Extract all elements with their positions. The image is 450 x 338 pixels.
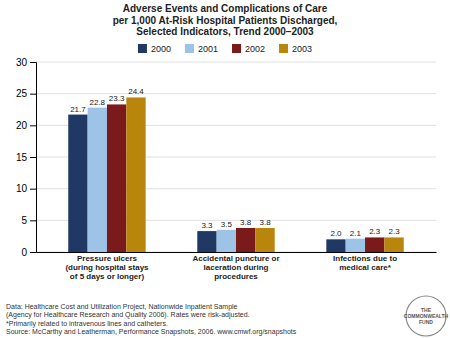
legend-label: 2002 [245,44,265,54]
data-label: 3.3 [201,221,213,230]
data-label: 3.5 [221,220,233,229]
title: Adverse Events and Complications of Care… [113,3,338,37]
tick-label: 0 [21,247,27,258]
bars [68,97,403,252]
tick-label: Pressure ulcers(during hospital staysof … [65,254,149,281]
footnote-line: (Agency for Healthcare Research and Qual… [6,311,250,319]
legend-swatch [138,44,147,53]
tick: 15 [16,152,36,163]
tick-mark [30,252,36,253]
legend-label: 2001 [198,44,218,54]
tick-mark [30,157,36,158]
grid-line [36,93,436,94]
data-label: 23.3 [109,94,125,103]
data-label: 2.3 [389,227,401,236]
bar [346,239,365,252]
tick-label: 25 [16,88,28,99]
tick-mark [30,220,36,221]
bar [126,97,145,252]
tick-label: 10 [16,183,28,194]
data-label: 2.3 [369,227,381,236]
bar [68,115,87,252]
logo-text: THECOMMONWEALTHFUND [404,307,449,325]
tick-mark [30,189,36,190]
legend-label: 2000 [151,44,171,54]
series [126,97,403,252]
bar [88,108,107,252]
legend: 2000 2001 2002 2003 [138,44,312,54]
plot: 21.7 3.3 2.0 22.8 3.5 2.1 23.3 3.8 2.3 24.4 3.8 2.3… [16,57,437,281]
legend-swatch [232,44,241,53]
data-label: 3.8 [259,218,271,227]
bar [217,230,236,252]
tick: Accidental puncture orlaceration duringp… [192,252,279,281]
bar [326,239,345,252]
bar [255,228,274,252]
legend-item: 2003 [279,44,312,54]
legend-swatch [185,44,194,53]
bar [197,231,216,252]
legend-item: 2000 [138,44,171,54]
tick-label: Infections due tomedical care* [333,254,397,272]
tick: 25 [16,88,36,99]
footnote: Data: Healthcare Cost and Utilization Pr… [6,303,297,337]
legend-swatch [279,44,288,53]
chart: Adverse Events and Complications of Care… [0,0,450,338]
grid-line [36,62,436,63]
axis-line [30,63,37,253]
legend-item: 2002 [232,44,265,54]
series [107,104,384,252]
bar [107,104,126,252]
x-axis: Pressure ulcers(during hospital staysof … [37,252,437,281]
footnote-line: *Primarily related to intravenous lines … [6,320,168,328]
data-label: 3.8 [240,218,252,227]
data-labels: 21.7 3.3 2.0 22.8 3.5 2.1 23.3 3.8 2.3 24.4 3.8 2.3 [70,87,400,238]
tick: Infections due tomedical care* [333,252,397,272]
tick-label: 15 [16,152,28,163]
tick-mark [30,62,36,63]
tick-label: Accidental puncture orlaceration duringp… [192,254,279,281]
tick: Pressure ulcers(during hospital staysof … [65,252,149,281]
data-label: 2.0 [330,229,342,238]
tick-label: 5 [21,215,27,226]
tick: 30 [16,57,36,68]
y-axis: 0 5 10 15 20 25 30 [16,57,37,258]
tick-label: 20 [16,120,28,131]
grid [36,62,436,252]
tick: 20 [16,120,36,131]
data-label: 21.7 [70,105,86,114]
bar [236,228,255,252]
data-label: 22.8 [90,98,106,107]
tick: 10 [16,183,36,194]
footnote-line: Data: Healthcare Cost and Utilization Pr… [6,303,238,311]
tick-label: 30 [16,57,28,68]
tick-mark [30,125,36,126]
bar [384,237,403,252]
data-label: 24.4 [128,87,144,96]
tick-mark [30,94,36,95]
legend-label: 2003 [292,44,312,54]
bar [365,237,384,252]
logo: THECOMMONWEALTHFUND [404,296,449,336]
data-label: 2.1 [350,229,362,238]
tick: 0 [21,247,36,258]
tick: 5 [21,215,36,226]
footnote-line: Source: McCarthy and Leatherman, Perform… [6,328,297,336]
legend-item: 2001 [185,44,218,54]
